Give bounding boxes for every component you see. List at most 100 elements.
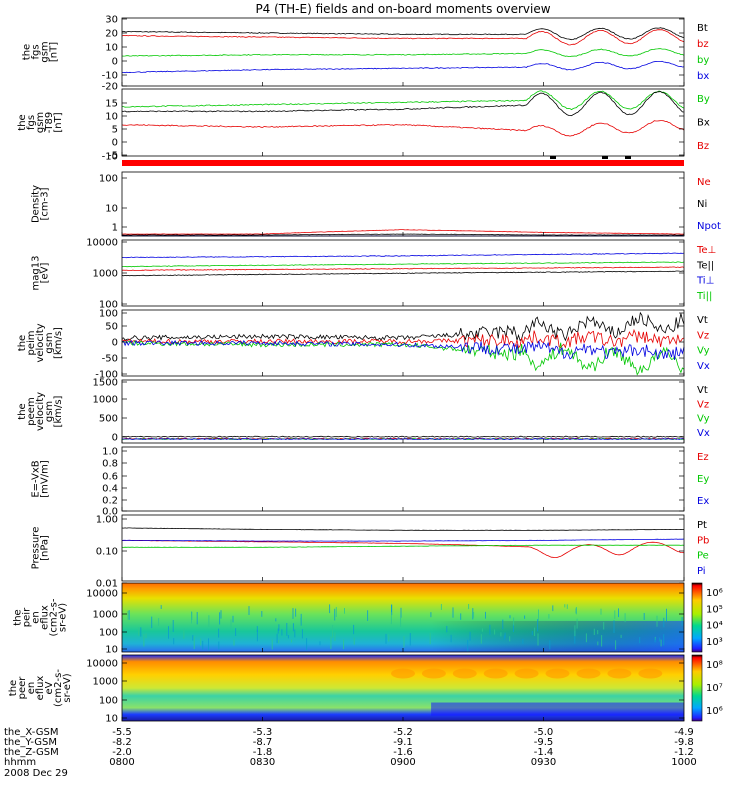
colorbar-peir-spec [691, 582, 703, 653]
y-tick-label: 30 [105, 15, 118, 26]
y-axis-label-line: (cm2-s- [49, 598, 60, 636]
spectrogram-streak [388, 634, 390, 642]
y-tick-label: 1000 [93, 677, 118, 688]
legend-entry: by [697, 55, 709, 66]
spectrogram-streak [353, 637, 355, 645]
y-tick-label: 100 [99, 696, 118, 707]
spectrogram-streak [666, 608, 667, 622]
legend-entry: Pb [697, 535, 709, 546]
y-tick-label: 1.0 [102, 447, 118, 458]
colorbar-label: 10⁴ [706, 621, 723, 632]
spectrogram-streak [192, 635, 194, 641]
spectrogram-streak [128, 610, 130, 620]
series-pressure-Pb [121, 539, 685, 558]
panel-density: 100 10 1 Density[cm-3] Ne Ni Npot [31, 171, 721, 237]
y-axis-label-line: Pressure [31, 527, 42, 570]
spectrogram-streak [537, 619, 539, 632]
status-marker [625, 156, 631, 159]
spectrogram-streak [218, 641, 220, 650]
spectrogram-streak [601, 635, 603, 647]
x-axis-row-label: the_X-GSM [4, 727, 58, 738]
y-axis-label-line: -T89 [44, 112, 55, 134]
x-axis-value: -4.9 [674, 727, 694, 738]
y-axis-label: E=-VxB[mV/m] [31, 460, 51, 498]
spectrogram-streak [143, 634, 145, 647]
y-tick-label: 10 [105, 204, 118, 215]
spectrogram-streak [600, 608, 602, 615]
series-pressure-Pe [121, 544, 685, 548]
spectrogram-streak [663, 617, 665, 628]
spectrogram-blob [421, 668, 446, 679]
spectrogram-streak [278, 624, 280, 631]
plot-frame [121, 514, 685, 582]
spectrogram-streak [446, 626, 448, 633]
y-tick-label: 100 [99, 300, 118, 311]
y-axis-label: thepeimvelocitygsm[km/s] [17, 323, 64, 362]
x-axis-value: -2.0 [112, 747, 132, 758]
y-axis-label-line: fgs [26, 115, 37, 130]
y-tick-label: 100 [99, 309, 118, 320]
spectrogram-streak [295, 608, 297, 617]
y-axis-label-line: peim [26, 330, 37, 355]
legend-entry: bz [697, 39, 709, 50]
legend-entry: Te|| [696, 260, 714, 271]
spectrogram-streak [173, 638, 175, 645]
y-axis-label-line: fgs [31, 44, 42, 59]
x-axis-row-label: the_Y-GSM [4, 737, 57, 748]
x-axis-value: -5.2 [393, 727, 413, 738]
spectrogram-streak [597, 641, 599, 646]
x-axis-value: 1000 [671, 757, 696, 768]
panel-pressure: 1.00 0.10 0.01 Pressure[nPa] Pt Pb Pe Pi [31, 515, 710, 590]
spectrogram-streak [208, 615, 210, 627]
spectrogram-streak [597, 630, 599, 635]
legend-entry: Ne [697, 177, 711, 188]
series-temperature-Te⊥ [121, 266, 685, 271]
y-axis-label-line: peem [26, 397, 37, 425]
spectrogram-streak [145, 633, 147, 639]
spectrogram-streak [502, 619, 504, 630]
spectrogram-streak [385, 633, 387, 644]
y-axis-label-line: en [31, 611, 42, 624]
spectrogram-streak [656, 615, 658, 627]
y-tick-label: 0.8 [102, 459, 118, 470]
spectrogram-streak [172, 620, 174, 632]
x-axis-value: -9.5 [534, 737, 554, 748]
spectrogram-streak [618, 608, 619, 618]
y-axis-label-line: gsm [44, 332, 55, 353]
y-axis-label: thepeerenefluxeV(cm2-s-sr-eV) [8, 669, 73, 707]
x-axis-row-label: hhmm [4, 757, 36, 768]
panel-efield: 1.00.8 0.60.40.20.0 E=-VxB[mV/m] Ez Ey Ex [31, 447, 710, 518]
series-peem-velocity-Vx [121, 438, 685, 441]
colorbar-label: 10⁷ [706, 683, 723, 694]
y-axis-label-line: eflux [35, 676, 46, 701]
spectrogram-streak [281, 629, 283, 636]
y-axis-label-line: velocity [35, 323, 46, 362]
spectrogram-streak [643, 613, 645, 620]
series-fgs-gsm-Bt [121, 27, 685, 41]
y-axis-label-line: sr-eV) [62, 673, 73, 702]
spectrogram-blob [483, 668, 508, 679]
spectrogram-streak [275, 618, 277, 622]
spectrogram-streak [330, 636, 332, 650]
plot-frame [121, 446, 685, 512]
spectrogram-streak [472, 608, 474, 620]
colorbar-label: 10⁶ [706, 706, 723, 717]
y-axis-label-line: the [17, 335, 28, 351]
y-axis-label-line: [mV/m] [40, 460, 51, 498]
colorbar-label: 10⁶ [706, 588, 723, 599]
y-tick-label: 10000 [86, 238, 118, 249]
x-axis-value: -1.2 [674, 747, 694, 758]
series-temperature-Ti|| [121, 261, 685, 268]
y-axis-label-line: sr-eV) [58, 603, 69, 632]
spectrogram-streak [218, 628, 220, 638]
x-axis-value: -1.6 [393, 747, 413, 758]
legend-entry: Vy [697, 414, 710, 425]
legend-entry: Bx [697, 118, 710, 129]
spectrogram-streak [196, 612, 198, 625]
y-tick-label: -10 [102, 71, 118, 82]
series-fgs-gsm-bx [122, 60, 685, 74]
series-temperature-Ti⊥ [121, 252, 685, 259]
spectrogram-streak [503, 635, 505, 640]
spectrogram-streak [220, 610, 222, 619]
spectrogram-streak [467, 639, 469, 652]
